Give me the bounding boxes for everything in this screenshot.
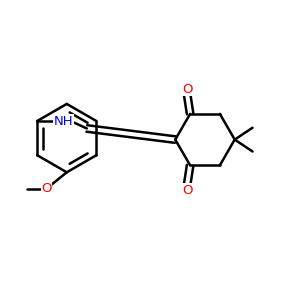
- Text: O: O: [182, 83, 192, 96]
- Text: O: O: [182, 184, 192, 196]
- Text: O: O: [41, 182, 52, 195]
- Text: NH: NH: [53, 115, 73, 128]
